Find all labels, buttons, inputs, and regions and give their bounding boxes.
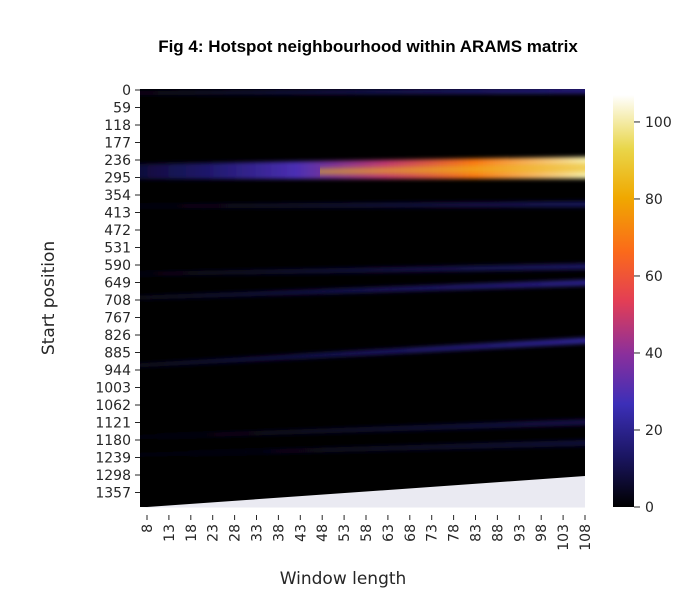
x-tick-label: 33	[250, 524, 266, 542]
x-tick-label: 103	[556, 524, 572, 551]
y-tick-label: 0	[122, 83, 131, 99]
heatmap-band	[140, 201, 585, 209]
colorbar-tick-label: 40	[645, 346, 663, 362]
y-tick-label: 118	[104, 118, 131, 134]
x-tick-label: 48	[315, 524, 331, 542]
y-tick-label: 472	[104, 223, 131, 239]
x-tick-label: 18	[184, 524, 200, 542]
y-tick-label: 354	[104, 188, 131, 204]
colorbar-tick-label: 20	[645, 423, 663, 439]
x-tick-label: 63	[381, 524, 397, 542]
heatmap-bands	[140, 89, 585, 457]
x-tick-label: 83	[469, 524, 485, 542]
y-tick-label: 1003	[95, 381, 131, 397]
colorbar-tick-label: 0	[645, 500, 654, 516]
x-tick-label: 78	[447, 524, 463, 542]
x-tick-label: 43	[293, 524, 309, 542]
x-axis-label: Window length	[280, 569, 407, 589]
heatmap-band	[140, 279, 585, 300]
x-tick-label: 98	[534, 524, 550, 542]
x-tick-label: 13	[162, 524, 178, 542]
y-tick-label: 708	[104, 293, 131, 309]
x-tick-label: 28	[228, 524, 244, 542]
hotspot-core	[320, 163, 585, 176]
y-tick-label: 590	[104, 258, 131, 274]
heatmap-band	[140, 419, 585, 440]
x-tick-label: 68	[403, 524, 419, 542]
x-tick-label: 8	[140, 524, 156, 533]
heatmap-band	[140, 263, 585, 276]
y-tick-label: 944	[104, 363, 131, 379]
colorbar-ticks: 0 20 40 60 80 100	[634, 115, 672, 516]
y-tick-label: 177	[104, 136, 131, 152]
y-tick-label: 531	[104, 241, 131, 257]
y-tick-label: 826	[104, 328, 131, 344]
y-tick-label: 1180	[95, 433, 131, 449]
heatmap-band	[140, 439, 585, 457]
x-axis-ticks: 8 13 18 23 28 33 38 43 48 53 58 63 68 73 78 83 88 93 98 103…	[140, 515, 594, 551]
y-tick-label: 295	[104, 171, 131, 187]
y-tick-label: 767	[104, 311, 131, 327]
colorbar: 0 20 40 60 80 100	[613, 95, 672, 516]
y-tick-label: 1357	[95, 486, 131, 502]
colorbar-strip	[613, 95, 634, 507]
colorbar-tick-label: 80	[645, 192, 663, 208]
x-tick-label: 88	[490, 524, 506, 542]
x-tick-label: 23	[206, 524, 222, 542]
x-tick-label: 108	[578, 524, 594, 551]
colorbar-tick-label: 60	[645, 269, 663, 285]
y-tick-label: 413	[104, 206, 131, 222]
x-tick-label: 38	[271, 524, 287, 542]
y-tick-label: 885	[104, 346, 131, 362]
plot-area	[140, 89, 585, 508]
heatmap-band	[140, 337, 585, 368]
colorbar-tick-label: 100	[645, 115, 672, 131]
y-axis-label: Start position	[39, 241, 59, 355]
y-tick-label: 236	[104, 153, 131, 169]
x-tick-label: 93	[512, 524, 528, 542]
x-tick-label: 58	[359, 524, 375, 542]
y-axis-ticks: 0591181772362953544134725315906497087678…	[95, 83, 140, 502]
chart-title: Fig 4: Hotspot neighbourhood within ARAM…	[158, 37, 578, 56]
heatmap-band	[140, 89, 585, 96]
y-tick-label: 1239	[95, 451, 131, 467]
x-tick-label: 53	[337, 524, 353, 542]
y-tick-label: 1062	[95, 398, 131, 414]
y-tick-label: 649	[104, 276, 131, 292]
y-tick-label: 59	[113, 101, 131, 117]
y-tick-label: 1298	[95, 468, 131, 484]
x-tick-label: 73	[425, 524, 441, 542]
missing-region	[140, 476, 585, 508]
y-tick-label: 1121	[95, 416, 131, 432]
